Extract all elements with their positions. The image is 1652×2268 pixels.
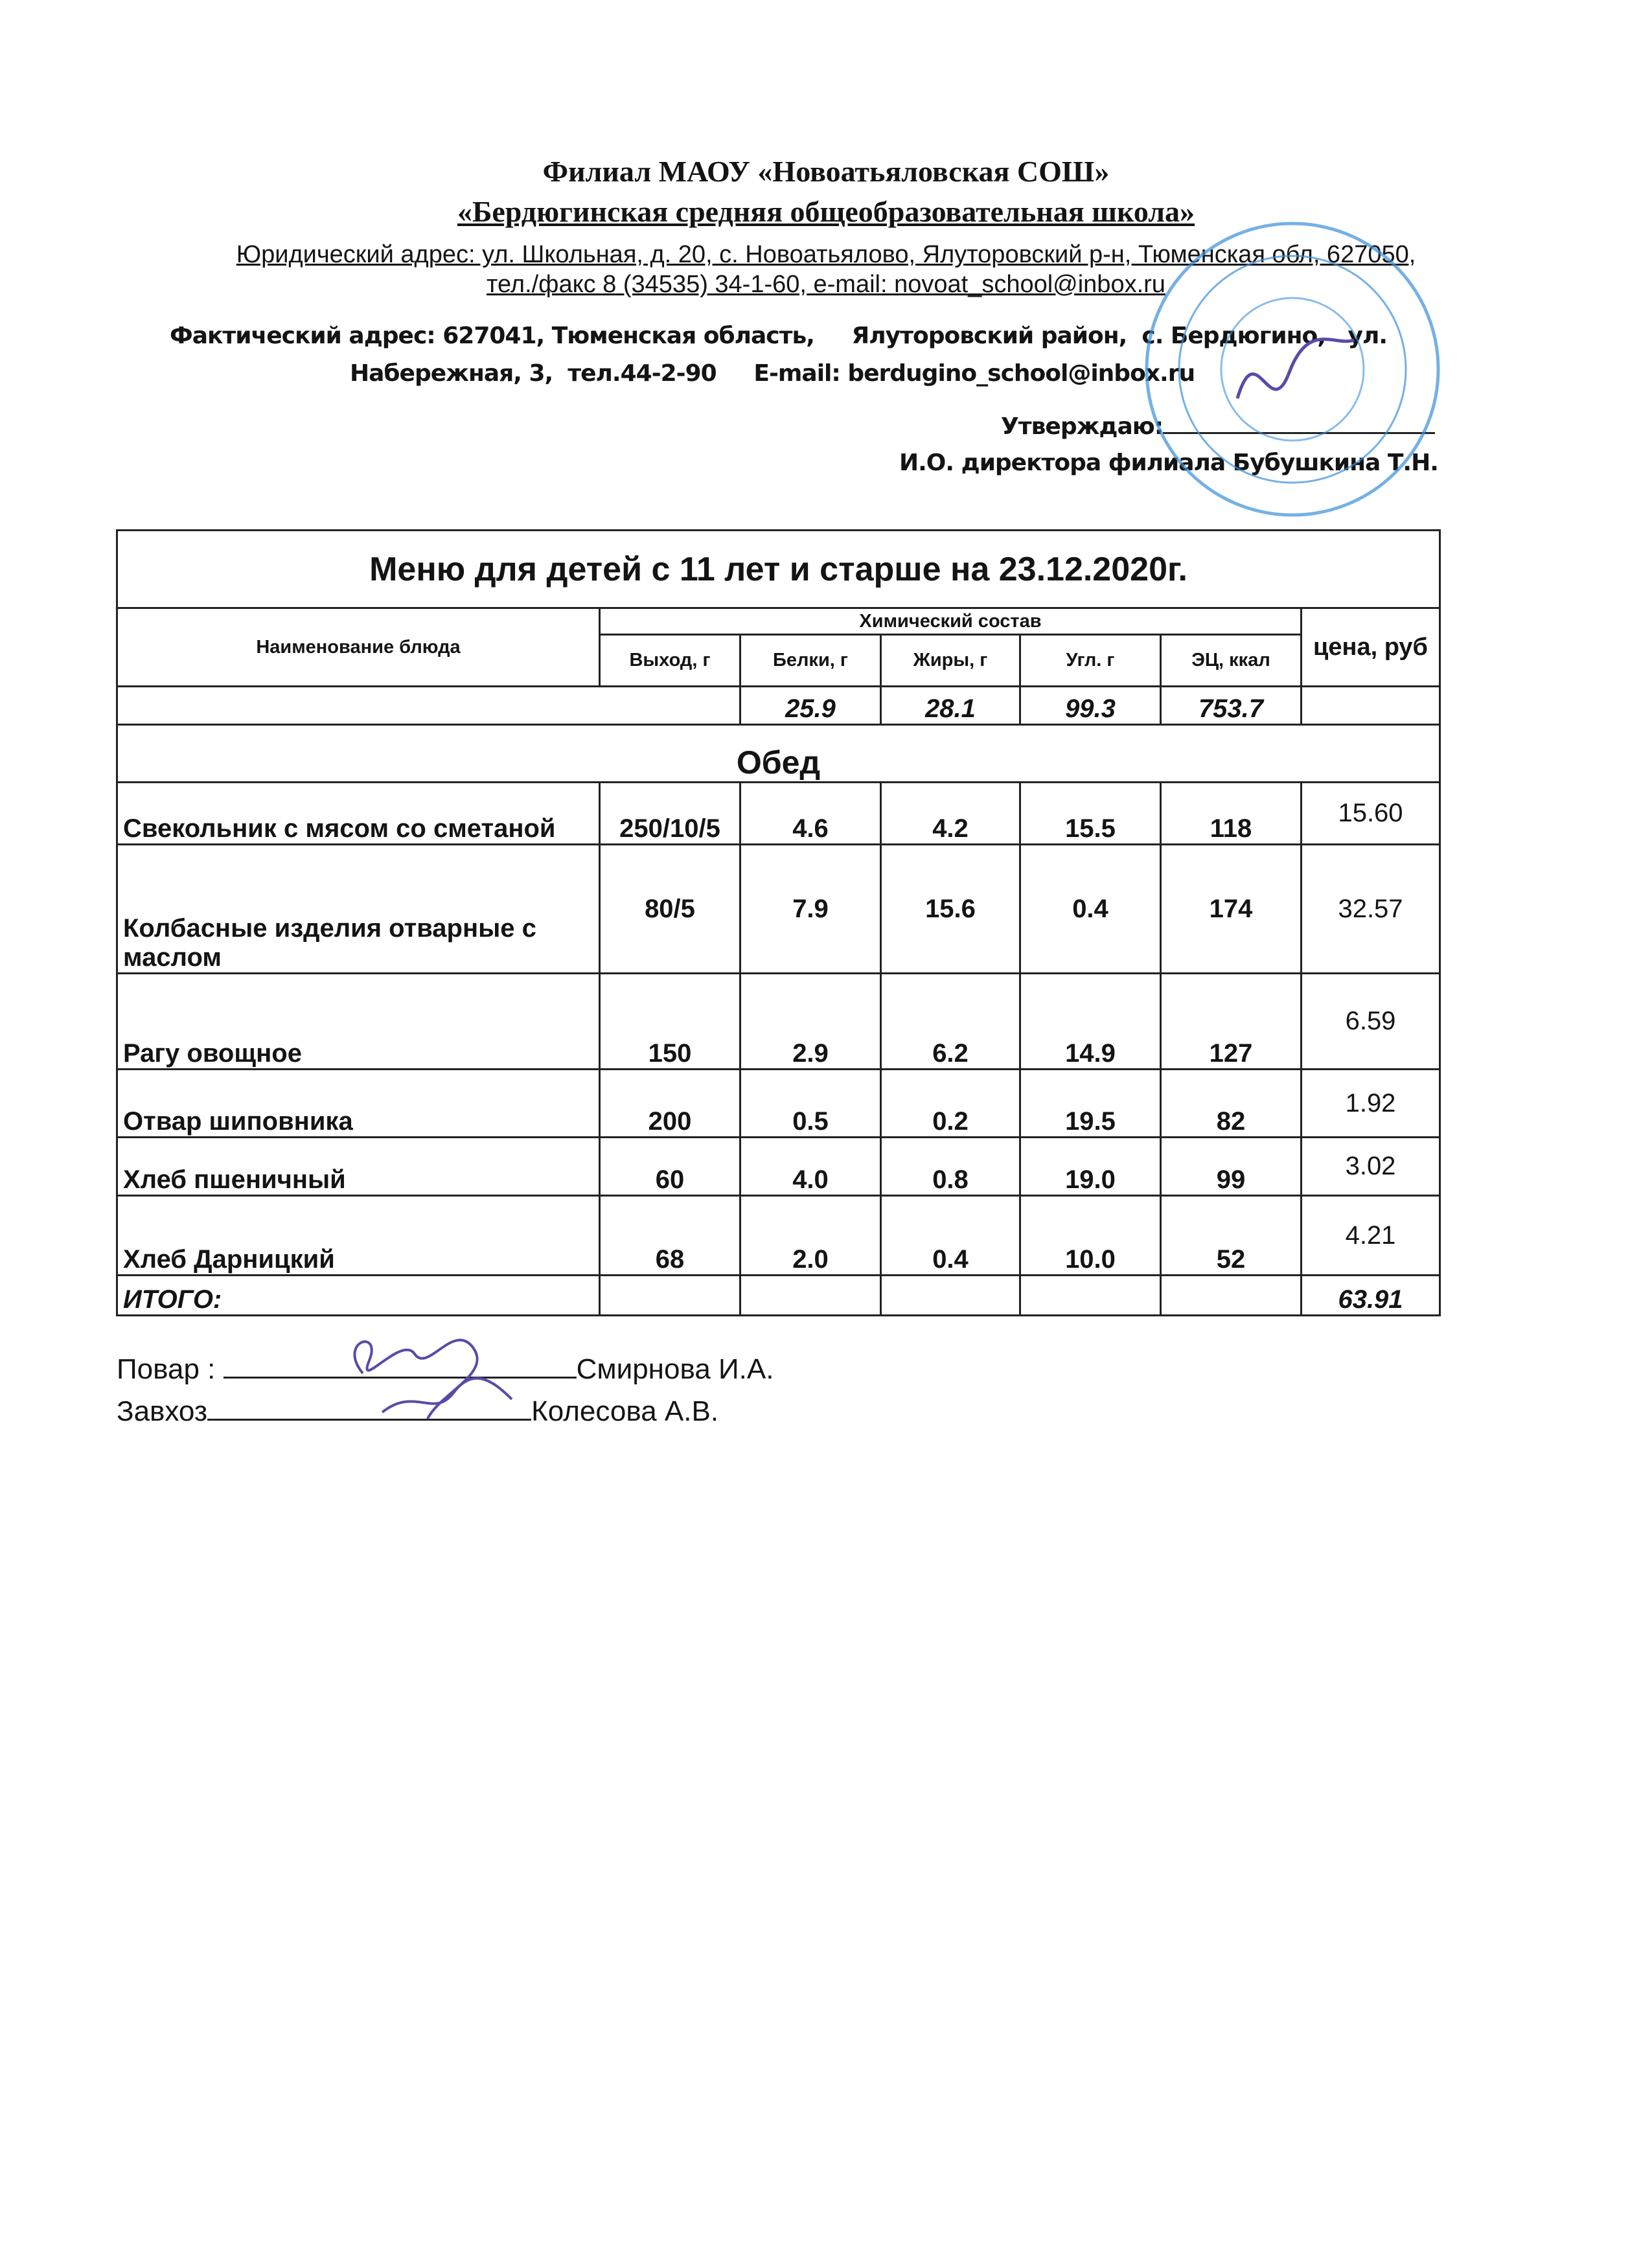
cell-yield: 250/10/5	[599, 781, 741, 845]
table-row: Хлеб пшеничный 60 4.0 0.8 19.0 99 3.02	[116, 1136, 1441, 1197]
cell-name: Рагу овощное	[116, 972, 601, 1070]
cell-energy: 99	[1160, 1136, 1302, 1197]
cell-price: 6.59	[1300, 972, 1441, 1070]
menu-table: Меню для детей с 11 лет и старше на 23.1…	[115, 529, 1441, 1316]
col-energy-header: ЭЦ, ккал	[1160, 634, 1302, 687]
cell-name: Хлеб Дарницкий	[116, 1195, 601, 1276]
legal-contacts-text: тел./факс 8 (34535) 34-1-60, e-mail: nov…	[487, 271, 1165, 298]
col-yield-header: Выход, г	[599, 634, 741, 687]
col-price-header: цена, руб	[1300, 607, 1441, 687]
cell-protein: 0.5	[739, 1068, 882, 1138]
actual-address-line2: Набережная, 3, тел.44-2-90 E-mail: berdu…	[350, 360, 1195, 387]
cell-yield: 150	[599, 972, 741, 1070]
storekeeper-label: Завхоз	[117, 1395, 208, 1427]
storekeeper-name: Колесова А.В.	[531, 1395, 719, 1427]
table-row: Колбасные изделия отварные с маслом 80/5 7…	[116, 843, 1441, 974]
cell-protein: 2.0	[739, 1195, 882, 1276]
cell-price: 15.60	[1300, 781, 1441, 845]
cell-protein: 4.6	[739, 781, 882, 845]
cell-energy: 127	[1160, 972, 1302, 1070]
total-energy: 753.7	[1160, 685, 1302, 726]
legal-address-line2: тел./факс 8 (34535) 34-1-60, e-mail: nov…	[0, 271, 1652, 299]
school-name: «Бердюгинская средняя общеобразовательна…	[0, 194, 1652, 229]
cell-carbs: 0.4	[1019, 843, 1162, 974]
col-carbs-header: Угл. г	[1019, 634, 1162, 687]
grand-total-row: ИТОГО: 63.91	[116, 1274, 1441, 1316]
storekeeper-sign-underline	[207, 1393, 532, 1421]
approve-label: Утверждаю:	[1001, 413, 1436, 440]
table-row: Отвар шиповника 200 0.5 0.2 19.5 82 1.92	[116, 1068, 1441, 1138]
grand-total-price: 63.91	[1300, 1274, 1441, 1316]
table-row: Хлеб Дарницкий 68 2.0 0.4 10.0 52 4.21	[116, 1195, 1441, 1276]
cell-yield: 68	[599, 1195, 741, 1276]
cell-fat: 0.4	[880, 1195, 1021, 1276]
cell-energy: 174	[1160, 843, 1302, 974]
approve-text: Утверждаю:	[1001, 413, 1164, 440]
org-name: Филиал МАОУ «Новоатьяловская СОШ»	[542, 155, 1110, 188]
cell-carbs: 14.9	[1019, 972, 1162, 1070]
handwritten-signatures	[353, 1338, 513, 1419]
cell-fat: 4.2	[880, 781, 1021, 845]
totals-price-blank	[1300, 685, 1441, 726]
col-fat-header: Жиры, г	[880, 634, 1021, 687]
cell-protein: 7.9	[739, 843, 882, 974]
total-carbs: 99.3	[1019, 685, 1162, 726]
nutrition-totals-row: 25.9 28.1 99.3 753.7	[116, 685, 1441, 726]
cell-name: Отвар шиповника	[116, 1068, 601, 1138]
storekeeper-signature	[381, 1377, 513, 1414]
storekeeper-signature-line: Завхоз Колесова А.В.	[117, 1393, 718, 1428]
cell-price: 32.57	[1300, 843, 1441, 974]
cell-fat: 0.2	[880, 1068, 1021, 1138]
director-signature	[1235, 338, 1355, 399]
cell-fat: 0.8	[880, 1136, 1021, 1197]
grand-total-label: ИТОГО:	[116, 1274, 601, 1316]
legal-address-line1: Юридический адрес: ул. Школьная, д. 20, …	[0, 241, 1652, 269]
cook-label: Повар :	[117, 1353, 224, 1385]
cell-yield: 60	[599, 1136, 741, 1197]
actual-address-line1: Фактический адрес: 627041, Тюменская обл…	[170, 323, 1388, 349]
col-name-header: Наименование блюда	[116, 607, 601, 687]
cook-sign-underline	[223, 1351, 577, 1379]
cell-price: 3.02	[1300, 1136, 1441, 1197]
cell-carbs: 19.0	[1019, 1136, 1162, 1197]
col-chem-header: Химический состав	[599, 607, 1302, 636]
stamp-outer-ring	[1145, 222, 1440, 517]
col-protein-header: Белки, г	[739, 634, 882, 687]
cook-name: Смирнова И.А.	[576, 1353, 774, 1385]
cell-name: Свекольник с мясом со сметаной	[116, 781, 601, 845]
cell-energy: 82	[1160, 1068, 1302, 1138]
approve-signature-line	[1163, 432, 1436, 434]
cell-protein: 2.9	[739, 972, 882, 1070]
total-fat: 28.1	[880, 685, 1021, 726]
cell-yield: 80/5	[599, 843, 741, 974]
approver-name: И.О. директора филиала Бубушкина Т.Н.	[899, 450, 1439, 476]
table-row: Рагу овощное 150 2.9 6.2 14.9 127 6.59	[116, 972, 1441, 1070]
total-protein: 25.9	[739, 685, 882, 726]
cell-name: Колбасные изделия отварные с маслом	[116, 843, 601, 974]
cell-protein: 4.0	[739, 1136, 882, 1197]
school-name-text: «Бердюгинская средняя общеобразовательна…	[457, 195, 1195, 228]
cell-price: 1.92	[1300, 1068, 1441, 1138]
stamp-center-ring	[1220, 297, 1365, 442]
cook-signature-line: Повар : Смирнова И.А.	[117, 1351, 774, 1386]
table-row: Свекольник с мясом со сметаной 250/10/5 4.…	[116, 781, 1441, 845]
cell-carbs: 19.5	[1019, 1068, 1162, 1138]
stamp-inner-ring	[1178, 255, 1407, 484]
cell-energy: 118	[1160, 781, 1302, 845]
cell-energy: 52	[1160, 1195, 1302, 1276]
school-stamp	[1145, 222, 1440, 517]
legal-address-text: Юридический адрес: ул. Школьная, д. 20, …	[236, 241, 1416, 268]
menu-title: Меню для детей с 11 лет и старше на 23.1…	[115, 529, 1441, 609]
cell-fat: 6.2	[880, 972, 1021, 1070]
cell-yield: 200	[599, 1068, 741, 1138]
cell-carbs: 10.0	[1019, 1195, 1162, 1276]
cell-name: Хлеб пшеничный	[116, 1136, 601, 1197]
cell-fat: 15.6	[880, 843, 1021, 974]
cell-carbs: 15.5	[1019, 781, 1162, 845]
section-lunch: Обед	[115, 724, 1441, 783]
totals-blank	[116, 685, 741, 726]
cell-price: 4.21	[1300, 1195, 1441, 1276]
cook-signature	[353, 1338, 479, 1419]
